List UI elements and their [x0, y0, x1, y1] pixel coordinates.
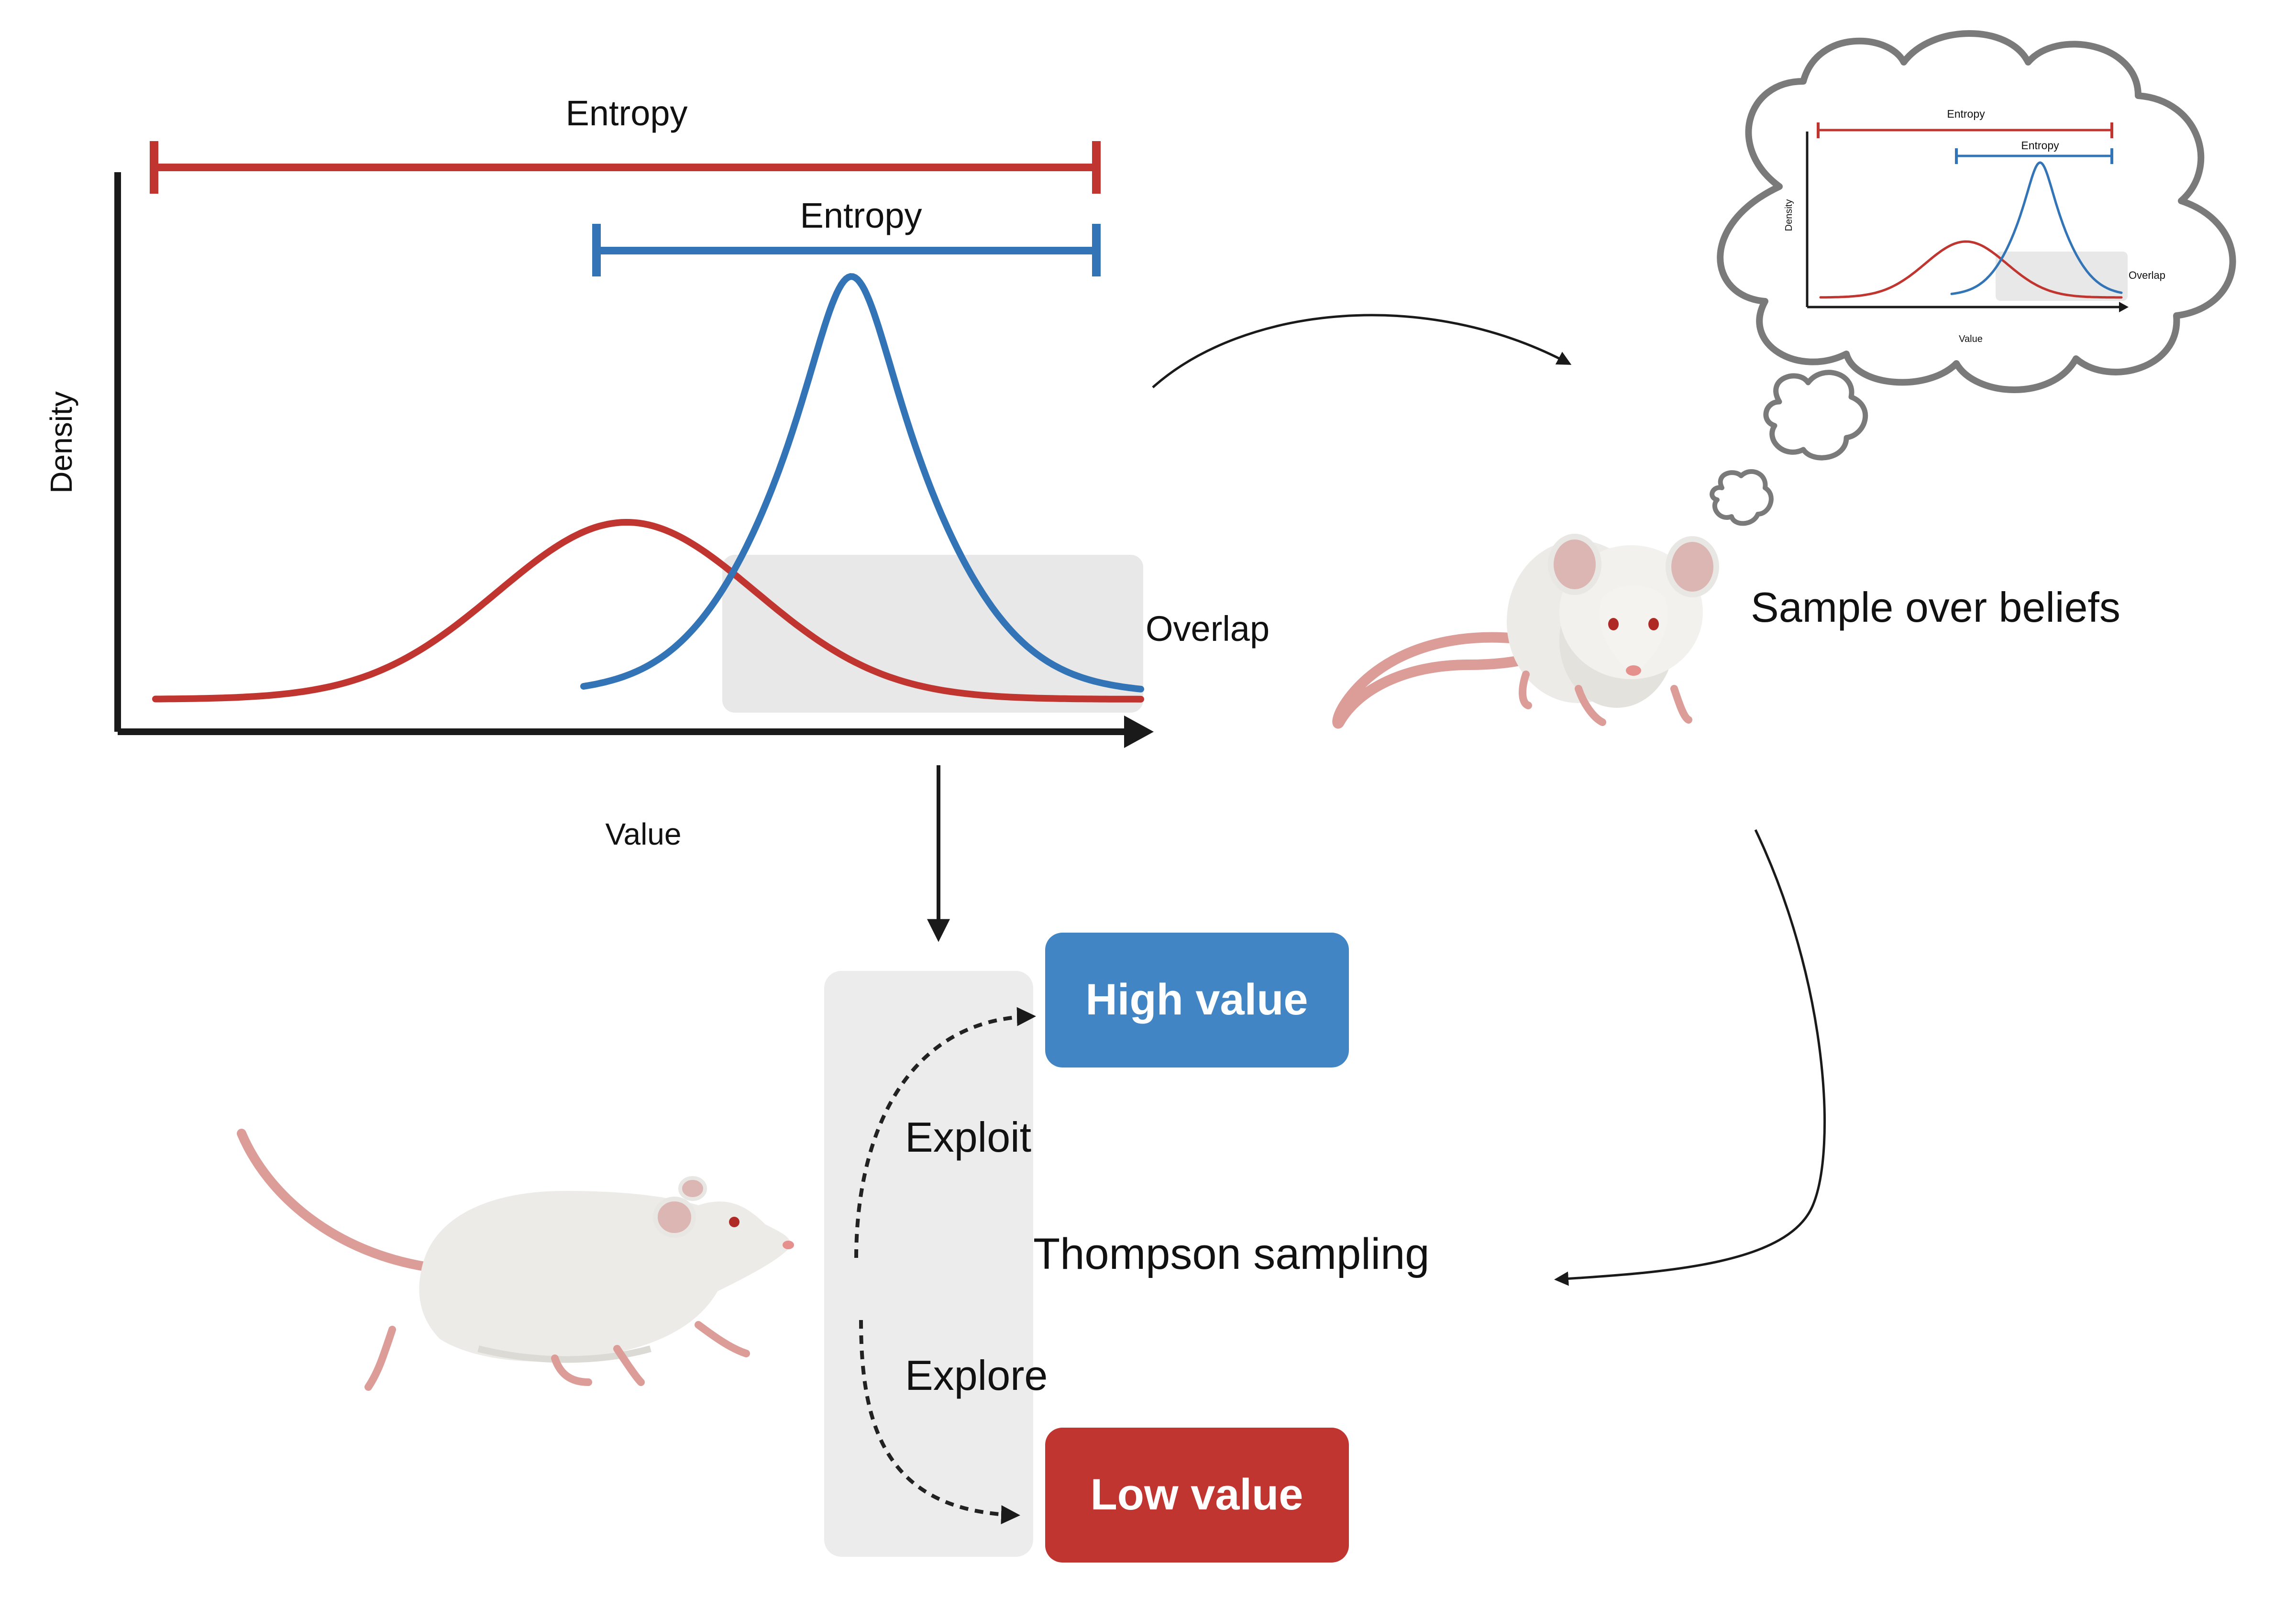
thought-entropy-wide-label: Entropy — [1947, 108, 1985, 120]
arrow-plot-to-thought — [1152, 314, 1572, 388]
thompson-sampling-label: Thompson sampling — [1033, 1230, 1429, 1278]
thought-density-plot: Entropy Entropy Overlap Density Value — [1784, 108, 2165, 344]
x-axis-label: Value — [606, 817, 682, 851]
thought-entropy-wide-bar — [1817, 122, 2113, 138]
thought-entropy-narrow-label: Entropy — [2021, 139, 2059, 152]
thought-cloud-icon: Entropy Entropy Overlap Density Value — [1710, 30, 2236, 526]
thought-y-axis-label: Density — [1784, 199, 1794, 231]
thought-x-axis-arrowhead — [2119, 302, 2129, 312]
entropy-wide-label: Entropy — [565, 93, 687, 133]
narrow-belief-curve — [580, 273, 1144, 693]
sample-over-beliefs-label: Sample over beliefs — [1751, 583, 2120, 631]
walking-rat-icon — [237, 1129, 794, 1391]
wide-belief-curve — [152, 518, 1144, 703]
main-density-plot: Entropy Entropy Overlap Density Value — [44, 93, 1269, 851]
sitting-mouse-icon — [1332, 534, 1719, 729]
exploit-label: Exploit — [905, 1113, 1031, 1161]
thought-x-axis-label: Value — [1959, 334, 1983, 344]
thought-entropy-narrow-bar — [1955, 148, 2113, 164]
overlap-label: Overlap — [1146, 609, 1269, 649]
thought-overlap-region — [1996, 252, 2128, 301]
high-value-box: High value — [1045, 933, 1349, 1068]
y-axis-label: Density — [44, 391, 78, 493]
overlap-region — [722, 555, 1143, 713]
thought-wide-belief-curve — [1819, 240, 2123, 299]
thought-narrow-belief-curve — [1950, 161, 2123, 295]
entropy-narrow-bar — [592, 224, 1101, 276]
arrow-mouse-to-thompson — [1554, 829, 1826, 1286]
high-value-label: High value — [1085, 975, 1308, 1024]
low-value-box: Low value — [1045, 1428, 1349, 1563]
choice-panel — [824, 971, 1033, 1557]
entropy-narrow-label: Entropy — [800, 196, 922, 235]
entropy-wide-bar — [150, 141, 1101, 194]
thought-overlap-label: Overlap — [2129, 269, 2165, 281]
x-axis-arrowhead — [1124, 715, 1154, 748]
low-value-label: Low value — [1091, 1470, 1303, 1519]
explore-label: Explore — [905, 1352, 1048, 1399]
exploit-arrow — [854, 1007, 1036, 1258]
explore-arrow — [859, 1320, 1020, 1525]
